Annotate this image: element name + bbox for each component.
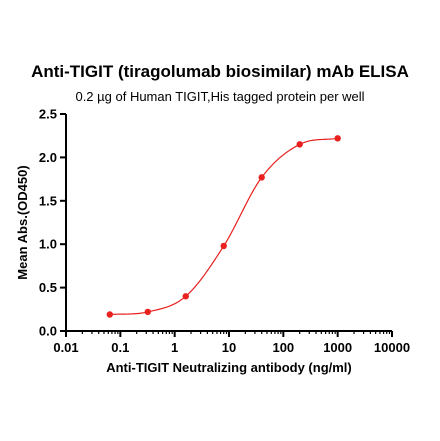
data-point (296, 141, 303, 148)
fit-curve (109, 137, 338, 316)
data-point (334, 135, 341, 142)
y-tick-label: 1.5 (39, 193, 57, 208)
data-point (106, 311, 114, 318)
x-tick-label: 0.01 (53, 340, 78, 355)
x-tick-label: 10000 (374, 340, 410, 355)
x-tick-label: 1 (171, 340, 178, 355)
x-tick-label: 100 (272, 340, 294, 355)
x-tick-label: 0.1 (111, 340, 129, 355)
chart-title: Anti-TIGIT (tiragolumab biosimilar) mAb … (31, 62, 409, 81)
y-tick-label: 0.0 (39, 324, 57, 339)
data-point (144, 308, 151, 316)
y-tick-label: 2.0 (39, 150, 57, 165)
x-axis-title: Anti-TIGIT Neutralizing antibody (ng/ml) (106, 360, 352, 375)
x-tick-label: 10 (222, 340, 236, 355)
y-tick-label: 1.0 (39, 237, 57, 252)
fit-curve-layer (109, 137, 338, 316)
chart-subtitle: 0.2 µg of Human TIGIT,His tagged protein… (75, 89, 365, 104)
y-tick-label: 2.5 (39, 107, 57, 122)
data-point (220, 242, 227, 250)
y-tick-label: 0.5 (39, 280, 57, 295)
data-point (258, 174, 265, 181)
axes: 0.01 0.1 1 10 100 1000 10000 0.0 0.5 1.0 1.5 2.0 2.5 (39, 107, 410, 356)
x-tick-label: 1000 (323, 340, 352, 355)
data-point (182, 293, 189, 300)
data-points-layer (106, 135, 341, 318)
y-axis-title: Mean Abs.(OD450) (15, 165, 30, 279)
